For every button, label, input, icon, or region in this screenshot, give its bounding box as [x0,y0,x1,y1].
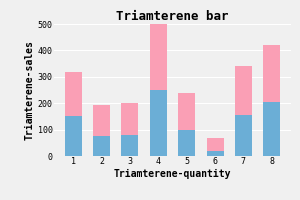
Bar [122,135,139,156]
Bar [150,90,167,156]
Bar [263,45,280,102]
Y-axis label: Triamterene-sales: Triamterene-sales [25,40,35,140]
Bar [65,72,82,116]
Bar [206,151,224,156]
Bar [206,138,224,151]
Bar [93,136,110,156]
Bar [178,93,195,130]
Bar [263,102,280,156]
Bar [93,105,110,136]
X-axis label: Triamterene-quantity: Triamterene-quantity [114,169,231,179]
Bar [150,24,167,90]
Bar [65,116,82,156]
Bar [122,103,139,135]
Bar [235,115,252,156]
Title: Triamterene bar: Triamterene bar [116,10,229,23]
Bar [178,130,195,156]
Bar [235,66,252,115]
